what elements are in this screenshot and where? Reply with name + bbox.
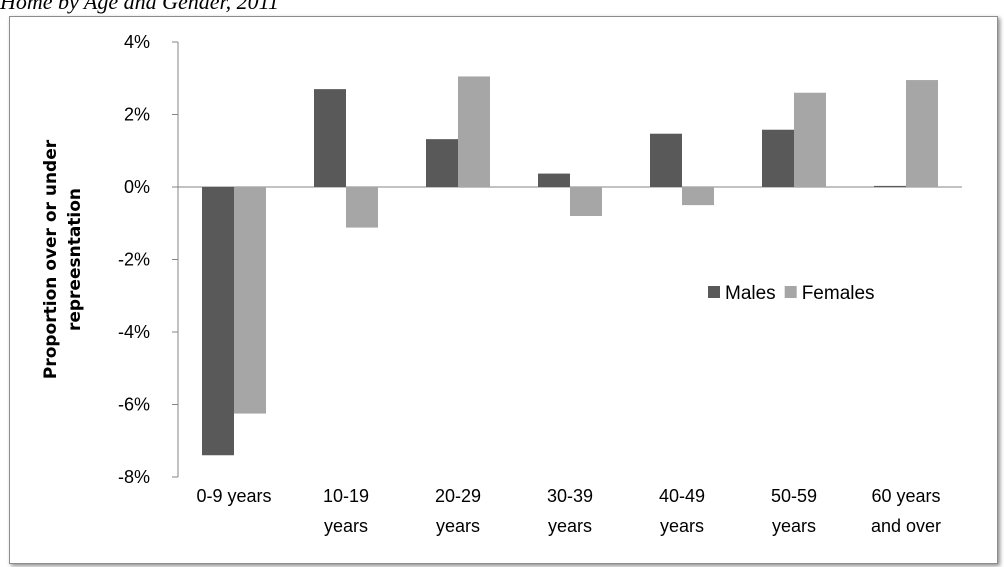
legend-label-males: Males — [725, 283, 776, 304]
y-tick-label: -6% — [118, 395, 150, 415]
x-tick-label: 10-19 years — [323, 486, 369, 536]
bar-females-0 — [234, 187, 266, 414]
y-tick-label: 2% — [124, 105, 150, 125]
bar-females-6 — [906, 80, 938, 187]
x-tick-label: 60 years and over — [871, 486, 941, 536]
y-tick-label: -2% — [118, 250, 150, 270]
y-axis-title: Proportion over or under repreesntation — [41, 139, 85, 379]
bar-males-0 — [202, 187, 234, 456]
legend-label-females: Females — [802, 283, 875, 304]
bar-males-3 — [538, 173, 570, 187]
y-tick-label: -4% — [118, 322, 150, 342]
y-tick-label: 4% — [124, 32, 150, 52]
x-tick-label: 40-49 years — [659, 486, 705, 536]
bar-females-3 — [570, 187, 602, 216]
x-axis-labels: 0-9 years 10-19 years 20-29 years 30-39 years 4… — [196, 486, 941, 536]
legend-swatch-males — [708, 286, 720, 298]
bar-females-4 — [682, 187, 714, 206]
legend: Males Females — [708, 283, 875, 304]
bar-males-2 — [426, 139, 458, 187]
y-tick-label: -8% — [118, 467, 150, 487]
bar-females-5 — [794, 92, 826, 187]
bar-males-6 — [874, 185, 906, 187]
bar-females-1 — [346, 187, 378, 228]
bar-males-5 — [762, 129, 794, 187]
x-tick-label: 20-29 years — [435, 486, 481, 536]
bar-males-4 — [650, 133, 682, 187]
y-axis-title-text: Proportion over or under repreesntation — [41, 139, 85, 379]
x-tick-label: 30-39 years — [547, 486, 593, 536]
bar-males-1 — [314, 89, 346, 187]
x-tick-label: 50-59 years — [771, 486, 817, 536]
bars — [202, 76, 938, 456]
legend-swatch-females — [784, 286, 797, 298]
chart-frame — [9, 16, 998, 564]
bar-females-2 — [458, 76, 490, 187]
y-tick-label: 0% — [124, 177, 150, 197]
x-tick-label: 0-9 years — [196, 486, 271, 506]
chart-caption: Home by Age and Gender, 2011 — [0, 0, 280, 14]
